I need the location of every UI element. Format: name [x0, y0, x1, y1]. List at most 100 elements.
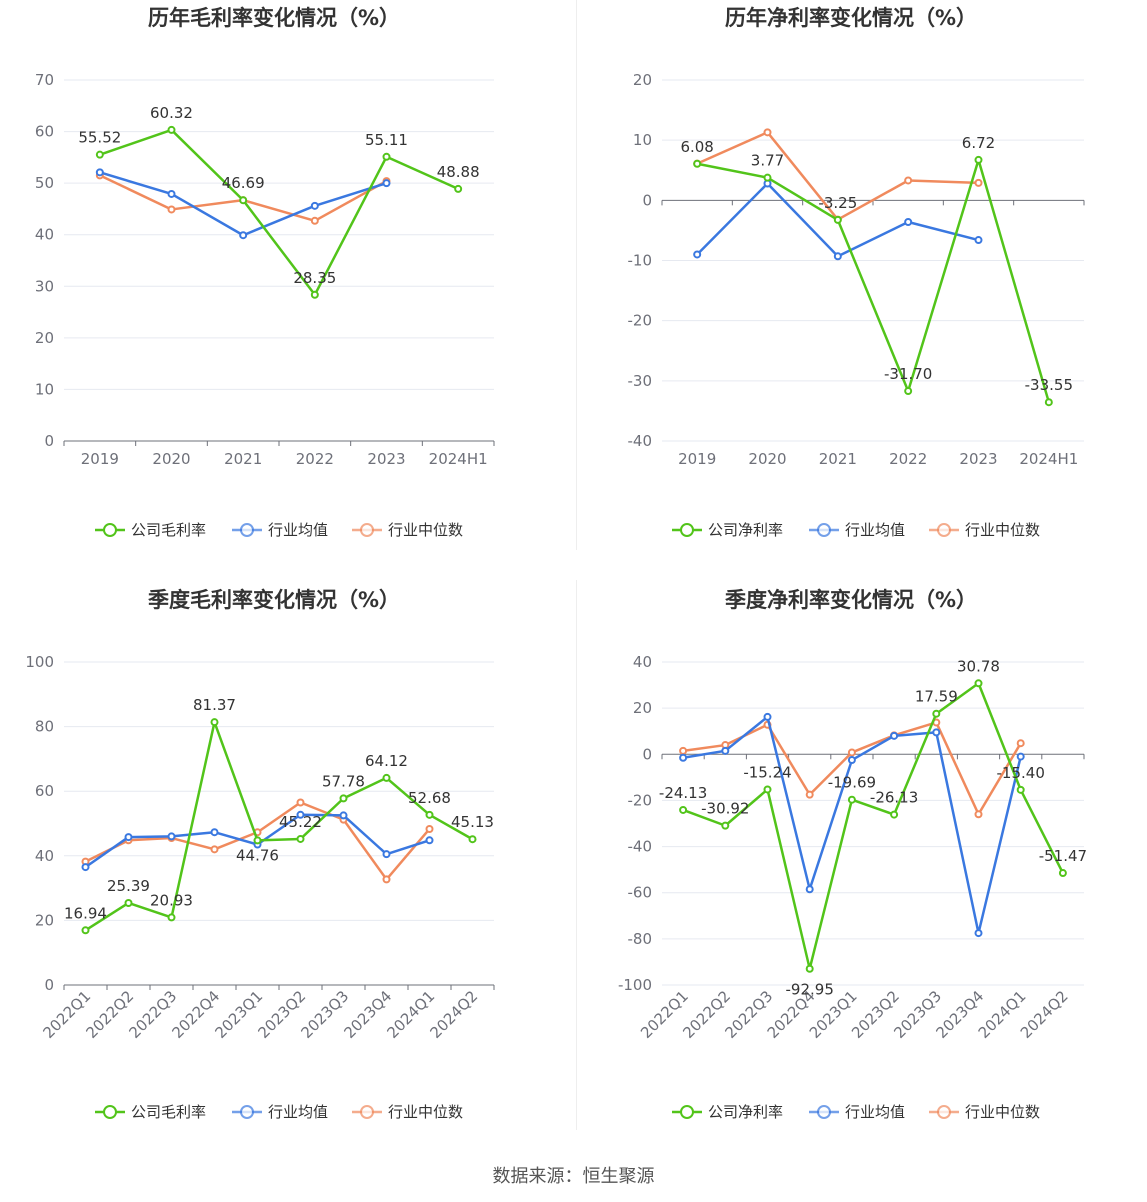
y-tick-label: -80: [628, 930, 653, 948]
legend-swatch-marker: [817, 1105, 831, 1119]
y-tick-label: 10: [633, 131, 652, 149]
data-point: [932, 728, 941, 737]
data-point: [833, 215, 842, 224]
chart-title: 历年净利率变化情况（%）: [725, 6, 977, 30]
data-point: [339, 811, 348, 820]
y-tick-label: 40: [35, 226, 54, 244]
x-tick-label: 2024Q2: [427, 987, 482, 1042]
legend-swatch-marker: [103, 1105, 117, 1119]
data-label: 28.35: [293, 269, 336, 287]
data-label: -33.55: [1025, 376, 1073, 394]
data-point: [81, 926, 90, 935]
data-source-note: 数据来源：恒生聚源: [492, 1166, 655, 1187]
x-tick-label: 2023: [367, 450, 405, 468]
legend-swatch-marker: [360, 1105, 374, 1119]
y-tick-label: 40: [35, 847, 54, 865]
legend-label: 公司毛利率: [131, 1103, 206, 1121]
data-point: [974, 155, 983, 164]
data-label: 30.78: [957, 657, 1000, 675]
data-point: [847, 795, 856, 804]
data-point: [124, 898, 133, 907]
legend-swatch-marker: [817, 523, 831, 537]
legend-label: 行业均值: [845, 1103, 905, 1121]
data-point: [210, 718, 219, 727]
data-label: 55.52: [78, 129, 121, 147]
x-tick-label: 2022: [889, 450, 927, 468]
y-tick-label: 20: [633, 71, 652, 89]
data-label: -24.13: [659, 784, 707, 802]
y-tick-label: 20: [633, 699, 652, 717]
x-tick-label: 2023: [959, 450, 997, 468]
data-label: 46.69: [222, 174, 265, 192]
chart-quarterly-net-margin: 季度净利率变化情况（%） -100 -80 -60 -40 -20 0 20 40 2022Q1 2…: [577, 582, 1147, 1142]
data-label: 6.72: [962, 134, 995, 152]
data-label: -26.13: [870, 789, 918, 807]
data-point: [310, 290, 319, 299]
series-line-0: [84, 720, 474, 932]
y-tick-label: 20: [35, 911, 54, 929]
data-point: [253, 836, 262, 845]
data-label: 60.32: [150, 104, 193, 122]
data-point: [210, 845, 219, 854]
data-label: -3.25: [818, 194, 857, 212]
data-point: [679, 753, 688, 762]
chart-title: 季度净利率变化情况（%）: [725, 588, 977, 612]
legend-swatch-marker: [240, 523, 254, 537]
data-point: [847, 748, 856, 757]
legend-swatch-marker: [937, 1105, 951, 1119]
data-point: [382, 773, 391, 782]
chart-svg: 历年毛利率变化情况（%） 0 10 20 30 40 50 60 70 2019 2020 2021 2…: [35, 6, 495, 539]
data-point: [425, 836, 434, 845]
data-point: [904, 176, 913, 185]
x-tick-label: 2024Q2: [1017, 987, 1072, 1042]
data-point: [382, 179, 391, 188]
data-point: [932, 709, 941, 718]
data-point: [310, 216, 319, 225]
data-point: [382, 850, 391, 859]
legend-label: 公司毛利率: [131, 521, 206, 539]
legend-label: 公司净利率: [708, 521, 783, 539]
series-line-0: [682, 682, 1065, 970]
data-point: [1016, 785, 1025, 794]
data-point: [763, 785, 772, 794]
x-tick-label: 2022: [296, 450, 334, 468]
data-point: [167, 125, 176, 134]
data-point: [763, 712, 772, 721]
y-tick-label: 0: [44, 976, 54, 994]
chart-svg: 季度毛利率变化情况（%）0204060801002022Q12022Q22022…: [25, 588, 495, 1121]
y-tick-label: -30: [628, 372, 653, 390]
data-point: [239, 196, 248, 205]
data-point: [310, 201, 319, 210]
data-point: [1058, 869, 1067, 878]
y-tick-label: -100: [618, 976, 652, 994]
y-tick-label: 10: [35, 380, 54, 398]
y-tick-label: 0: [642, 745, 652, 763]
data-label: 45.22: [279, 813, 322, 831]
data-point: [239, 231, 248, 240]
legend-swatch-marker: [937, 523, 951, 537]
data-point: [454, 184, 463, 193]
y-tick-label: 100: [25, 653, 54, 671]
series-line-0: [696, 158, 1051, 403]
data-label: 52.68: [408, 789, 451, 807]
data-point: [847, 756, 856, 765]
y-tick-label: 0: [642, 191, 652, 209]
y-tick-label: 60: [35, 782, 54, 800]
data-label: -30.92: [701, 800, 749, 818]
legend-label: 公司净利率: [708, 1103, 783, 1121]
legend-label: 行业中位数: [388, 521, 463, 539]
y-tick-label: -10: [628, 252, 653, 270]
legend-label: 行业均值: [268, 1103, 328, 1121]
data-point: [124, 833, 133, 842]
data-point: [693, 250, 702, 259]
chart-svg: 季度净利率变化情况（%）-100-80-60-40-20020402022Q12…: [618, 588, 1087, 1121]
data-point: [763, 173, 772, 182]
data-point: [382, 152, 391, 161]
y-tick-label: 0: [44, 432, 54, 450]
y-tick-label: -40: [628, 838, 653, 856]
legend-label: 行业中位数: [965, 521, 1040, 539]
data-point: [425, 824, 434, 833]
chart-title: 历年毛利率变化情况（%）: [148, 6, 400, 30]
data-point: [693, 159, 702, 168]
legend-label: 行业中位数: [388, 1103, 463, 1121]
